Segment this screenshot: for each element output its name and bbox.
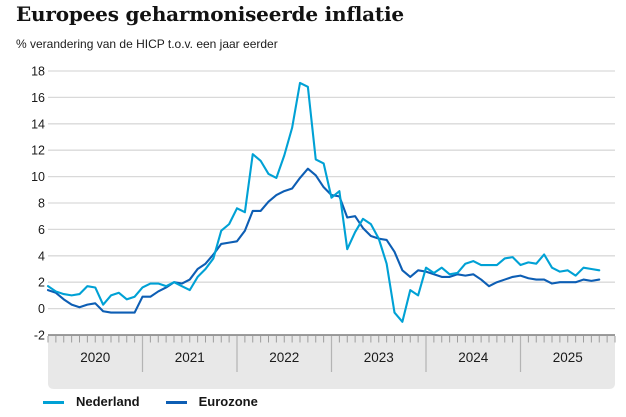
eurozone-line (46, 167, 601, 314)
y-axis-label-12: 12 (31, 144, 45, 158)
y-axis-label-6: 6 (38, 223, 45, 237)
year-label-2021: 2021 (175, 350, 205, 365)
nederland-line (46, 81, 601, 323)
y-axis-label--2: -2 (34, 329, 45, 343)
year-label-2025: 2025 (553, 350, 583, 365)
legend-label-eurozone: Eurozone (198, 394, 258, 409)
y-axis-label-10: 10 (31, 170, 45, 184)
y-axis-label-18: 18 (31, 65, 45, 79)
chart-legend: Nederland Eurozone (43, 394, 284, 410)
chart-title: Europees geharmoniseerde inflatie (16, 2, 404, 26)
y-axis-label-16: 16 (31, 91, 45, 105)
y-axis-label-8: 8 (38, 197, 45, 211)
legend-item-nederland[interactable]: Nederland (43, 394, 140, 410)
y-axis-label-4: 4 (38, 249, 45, 263)
year-label-2023: 2023 (364, 350, 394, 365)
y-axis-label-0: 0 (38, 302, 45, 316)
year-label-2022: 2022 (269, 350, 299, 365)
chart-subtitle: % verandering van de HICP t.o.v. een jaa… (16, 37, 278, 51)
nederland-line-swatch (43, 400, 64, 404)
legend-item-eurozone[interactable]: Eurozone (165, 394, 258, 410)
y-axis-label-14: 14 (31, 117, 45, 131)
legend-label-nederland: Nederland (76, 394, 140, 409)
year-label-2024: 2024 (458, 350, 489, 365)
year-label-2020: 2020 (80, 350, 110, 365)
y-axis-label-2: 2 (38, 276, 45, 290)
eurozone-line-swatch (165, 400, 187, 404)
